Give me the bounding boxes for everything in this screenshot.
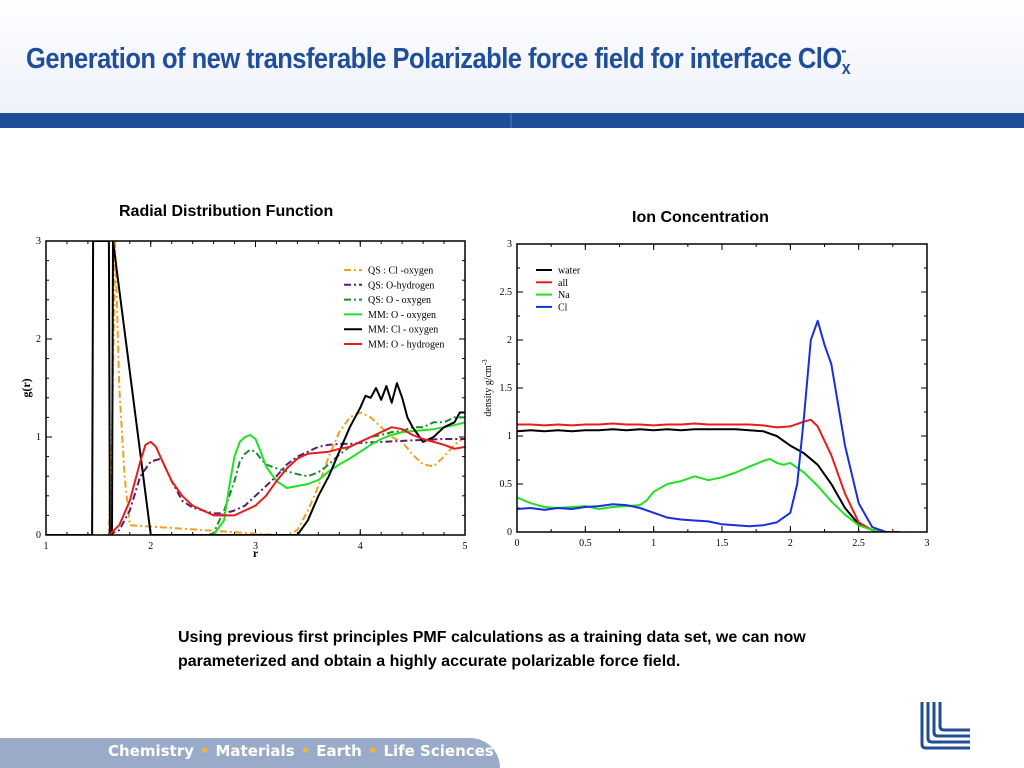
series-line-water — [517, 428, 900, 532]
y-axis-label: g(r) — [19, 378, 33, 397]
series-line-mm-o-hydrogen — [108, 426, 465, 535]
x-tick-label: 1 — [651, 538, 656, 549]
x-tick-label: 3 — [253, 541, 258, 552]
footer-separator: • — [199, 742, 210, 760]
y-tick-label: 2 — [36, 334, 41, 345]
y-axis-label-superscript: -3 — [481, 359, 489, 365]
y-tick-label: 2.5 — [500, 287, 513, 298]
legend-label: Na — [558, 290, 570, 301]
slide-title-superscript: - — [841, 40, 846, 60]
y-tick-label: 3 — [36, 236, 41, 247]
footer-item-life-sciences: Life Sciences — [383, 742, 494, 760]
slide-title-subscript: x — [841, 58, 851, 78]
footer-separator: • — [367, 742, 378, 760]
x-tick-label: 2.5 — [852, 538, 865, 549]
footer-band — [0, 738, 500, 768]
y-tick-label: 1.5 — [500, 383, 513, 394]
series-line-qs-o-oxygen — [208, 416, 465, 535]
footer-disciplines: Chemistry • Materials • Earth • Life Sciences — [108, 742, 494, 760]
series-line-qs-cl-oxygen — [87, 241, 465, 535]
slide-title: Generation of new transferable Polarizab… — [26, 40, 851, 79]
slide-title-text: Generation of new transferable Polarizab… — [26, 43, 842, 75]
x-tick-label: 5 — [463, 541, 468, 552]
x-tick-label: 0.5 — [579, 538, 592, 549]
series-line-cl — [517, 319, 887, 532]
y-tick-label: 0 — [36, 530, 41, 541]
y-tick-label: 1 — [507, 431, 512, 442]
title-bar-notch — [510, 113, 512, 128]
y-tick-label: 0 — [507, 527, 512, 538]
y-tick-label: 3 — [507, 239, 512, 250]
legend-label: QS : Cl -oxygen — [368, 266, 433, 277]
slide-caption: Using previous first principles PMF calc… — [178, 629, 806, 670]
y-tick-label: 2 — [507, 335, 512, 346]
x-tick-label: 1.5 — [716, 538, 729, 549]
legend-label: QS: O - oxygen — [368, 295, 431, 306]
plot-frame — [45, 240, 466, 536]
plot-frame — [516, 243, 928, 533]
y-tick-label: 0.5 — [500, 479, 513, 490]
header-background — [0, 0, 1024, 113]
ion-chart-title: Ion Concentration — [632, 209, 769, 226]
llnl-logo-icon — [920, 702, 970, 750]
footer-item-chemistry: Chemistry — [108, 742, 194, 760]
x-tick-label: 3 — [925, 538, 930, 549]
x-tick-label: 2 — [148, 541, 153, 552]
x-tick-label: 1 — [44, 541, 49, 552]
x-axis-label: r — [253, 546, 259, 560]
x-tick-label: 4 — [358, 541, 363, 552]
x-tick-label: 2 — [788, 538, 793, 549]
legend-label: all — [558, 278, 568, 289]
y-axis-label: density g/cm-3 — [481, 359, 494, 417]
y-tick-label: 1 — [36, 432, 41, 443]
legend-label: MM: O - hydrogen — [368, 340, 444, 351]
footer-item-materials: Materials — [215, 742, 295, 760]
footer-item-earth: Earth — [316, 742, 362, 760]
legend-label: Cl — [558, 302, 568, 313]
title-divider-bar — [0, 113, 1024, 128]
x-tick-label: 0 — [515, 538, 520, 549]
legend-label: QS: O-hydrogen — [368, 280, 434, 291]
legend-label: MM: O - oxygen — [368, 310, 436, 321]
footer-separator: • — [300, 742, 311, 760]
rdf-chart-title: Radial Distribution Function — [119, 203, 334, 220]
series-line-all — [517, 418, 900, 532]
legend-label: MM: Cl - oxygen — [368, 325, 438, 336]
series-line-qs-o-hydrogen — [108, 438, 465, 535]
legend-label: water — [558, 266, 581, 277]
